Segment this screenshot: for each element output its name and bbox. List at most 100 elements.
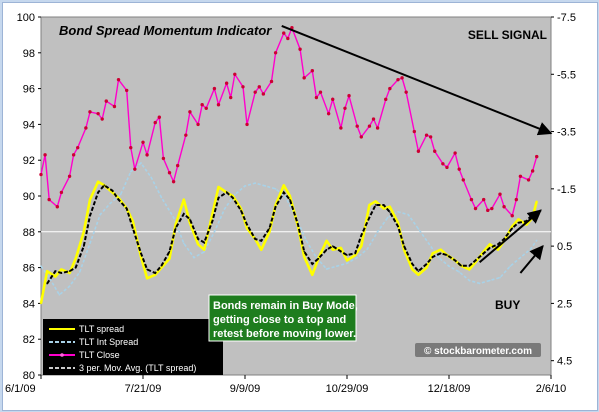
point-tlt-close bbox=[457, 167, 461, 171]
point-tlt-close bbox=[261, 92, 266, 96]
point-tlt-spread bbox=[97, 180, 100, 183]
point-tlt-close bbox=[490, 206, 494, 211]
point-tlt-int-spread bbox=[99, 213, 101, 216]
point-moving-average bbox=[446, 254, 448, 256]
point-moving-average bbox=[68, 270, 71, 272]
point-tlt-spread bbox=[74, 257, 77, 260]
point-moving-average bbox=[132, 227, 134, 229]
point-tlt-spread bbox=[268, 230, 271, 233]
point-moving-average bbox=[111, 189, 114, 192]
point-tlt-close bbox=[424, 133, 429, 137]
point-tlt-close bbox=[71, 153, 76, 157]
point-tlt-int-spread bbox=[58, 294, 61, 296]
point-tlt-int-spread bbox=[89, 242, 91, 245]
point-tlt-close bbox=[116, 77, 121, 82]
point-tlt-close bbox=[510, 213, 514, 218]
point-moving-average bbox=[317, 257, 320, 260]
point-tlt-spread bbox=[197, 243, 199, 246]
legend-label: TLT Close bbox=[79, 350, 120, 360]
point-tlt-spread bbox=[303, 255, 306, 258]
point-tlt-spread bbox=[374, 200, 377, 203]
point-moving-average bbox=[117, 198, 120, 201]
point-tlt-close bbox=[343, 106, 347, 110]
point-tlt-close bbox=[526, 178, 531, 182]
point-tlt-spread bbox=[82, 230, 85, 233]
point-tlt-close bbox=[453, 151, 457, 155]
point-moving-average bbox=[303, 250, 305, 253]
point-tlt-close bbox=[157, 115, 162, 119]
point-tlt-int-spread bbox=[509, 265, 512, 267]
point-moving-average bbox=[154, 272, 156, 274]
point-tlt-close bbox=[216, 103, 221, 107]
point-moving-average bbox=[517, 222, 520, 224]
point-tlt-int-spread bbox=[203, 251, 205, 253]
point-moving-average bbox=[125, 207, 128, 210]
point-moving-average bbox=[497, 243, 499, 246]
buy-signal-label: BUY bbox=[495, 298, 520, 312]
legend-marker bbox=[60, 353, 64, 357]
point-tlt-spread bbox=[211, 213, 214, 215]
point-tlt-int-spread bbox=[140, 162, 142, 164]
x-tick-label: 12/18/09 bbox=[428, 383, 471, 395]
point-tlt-close bbox=[371, 117, 376, 121]
point-tlt-close bbox=[331, 97, 335, 102]
point-tlt-int-spread bbox=[499, 276, 501, 279]
point-tlt-int-spread bbox=[78, 271, 81, 273]
point-moving-average bbox=[211, 220, 214, 222]
point-tlt-int-spread bbox=[264, 185, 267, 187]
point-moving-average bbox=[411, 263, 413, 265]
point-tlt-int-spread bbox=[519, 256, 522, 259]
point-moving-average bbox=[74, 266, 77, 269]
point-tlt-spread bbox=[131, 220, 134, 222]
point-tlt-int-spread bbox=[193, 256, 195, 259]
point-tlt-int-spread bbox=[234, 193, 236, 196]
x-tick-label: 10/29/09 bbox=[326, 383, 369, 395]
point-tlt-close bbox=[88, 110, 92, 114]
point-tlt-close bbox=[257, 85, 261, 89]
point-tlt-close bbox=[188, 110, 192, 114]
point-tlt-close bbox=[502, 205, 506, 209]
point-tlt-spread bbox=[246, 227, 248, 230]
point-tlt-spread bbox=[425, 266, 428, 269]
point-moving-average bbox=[482, 252, 485, 254]
point-tlt-spread bbox=[368, 204, 371, 206]
point-moving-average bbox=[103, 184, 105, 186]
point-moving-average bbox=[83, 245, 85, 247]
point-tlt-close bbox=[67, 174, 72, 179]
point-moving-average bbox=[374, 204, 377, 206]
left-tick-label: 88 bbox=[23, 227, 35, 239]
point-tlt-int-spread bbox=[356, 256, 359, 259]
point-tlt-spread bbox=[40, 302, 42, 305]
point-tlt-spread bbox=[146, 277, 148, 280]
point-tlt-close bbox=[290, 26, 294, 30]
point-moving-average bbox=[246, 223, 248, 226]
point-tlt-spread bbox=[411, 268, 414, 271]
point-moving-average bbox=[332, 245, 334, 247]
point-tlt-close bbox=[347, 94, 351, 98]
point-moving-average bbox=[54, 270, 56, 272]
point-tlt-spread bbox=[354, 254, 357, 256]
point-tlt-spread bbox=[60, 268, 63, 271]
point-tlt-close bbox=[224, 81, 229, 85]
point-tlt-int-spread bbox=[285, 196, 287, 199]
point-tlt-int-spread bbox=[346, 262, 348, 265]
point-moving-average bbox=[268, 227, 271, 229]
point-tlt-int-spread bbox=[223, 208, 226, 210]
point-moving-average bbox=[389, 211, 391, 213]
point-moving-average bbox=[454, 259, 456, 262]
point-tlt-int-spread bbox=[397, 210, 399, 213]
point-tlt-close bbox=[530, 169, 535, 173]
point-tlt-close bbox=[39, 172, 43, 177]
point-moving-average bbox=[289, 198, 291, 201]
point-tlt-close bbox=[473, 206, 478, 211]
point-tlt-int-spread bbox=[387, 216, 389, 219]
point-moving-average bbox=[503, 238, 505, 240]
point-tlt-close bbox=[367, 124, 372, 128]
point-moving-average bbox=[46, 283, 48, 285]
point-moving-average bbox=[340, 250, 342, 253]
point-tlt-close bbox=[112, 104, 117, 109]
x-tick-label: 9/9/09 bbox=[230, 383, 261, 395]
point-tlt-close bbox=[433, 149, 437, 153]
point-moving-average bbox=[397, 225, 399, 228]
point-tlt-close bbox=[100, 117, 104, 121]
